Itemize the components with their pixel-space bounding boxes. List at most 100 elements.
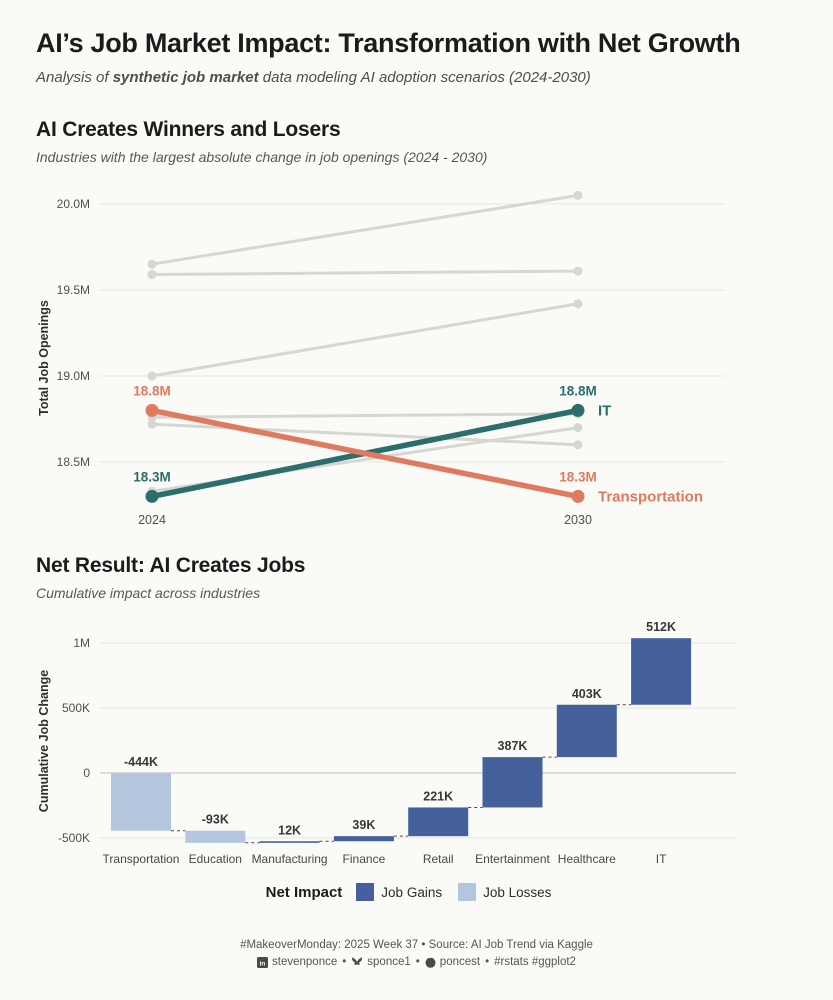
handle-text: poncest xyxy=(439,956,481,969)
x-tick-label-healthcare: Healthcare xyxy=(558,852,616,866)
y-tick-label: 0 xyxy=(83,766,90,780)
y-tick-label: 20.0M xyxy=(57,197,90,211)
bar-value-label-it: 512K xyxy=(646,620,676,634)
y-tick-label: -500K xyxy=(58,831,90,845)
waterfall-y-axis-label: Cumulative Job Change xyxy=(37,670,51,812)
handle-text: sponce1 xyxy=(367,956,411,969)
series-point-background-industry-6-2030 xyxy=(573,423,583,433)
footer-separator: • xyxy=(485,956,490,969)
job-losses-swatch xyxy=(458,883,477,902)
waterfall-subheading: Cumulative impact across industries xyxy=(36,585,261,602)
series-point-it-2024 xyxy=(145,489,159,503)
bluesky-icon xyxy=(351,957,363,967)
series-point-background-industry-5-2024 xyxy=(147,419,157,429)
y-tick-label: 18.5M xyxy=(57,455,90,469)
value-label-it-2024: 18.3M xyxy=(133,469,171,484)
value-label-transportation-2030: 18.3M xyxy=(559,469,597,484)
series-point-background-industry-3-2024 xyxy=(147,371,157,381)
net-impact-legend: Net Impact Job Gains Job Losses xyxy=(36,883,797,902)
series-point-background-industry-1-2024 xyxy=(147,259,157,269)
slope-chart-svg: 20.0M 19.5M 19.0M 18.5M 2024 2030 Total Job Op… xyxy=(37,190,724,527)
series-line-background-industry-3 xyxy=(151,302,579,378)
bar-manufacturing xyxy=(259,841,320,843)
series-point-transportation-2030 xyxy=(571,489,585,503)
series-line-background-industry-4 xyxy=(151,412,579,419)
page-subtitle: Analysis of synthetic job market data mo… xyxy=(36,69,797,86)
series-name-label-transportation: Transportation xyxy=(598,488,703,505)
bar-finance xyxy=(333,836,394,842)
y-tick-label: 19.0M xyxy=(57,369,90,383)
bar-value-label-manufacturing: 12K xyxy=(278,823,301,837)
series-point-background-industry-2-2030 xyxy=(573,266,583,276)
x-tick-label-finance: Finance xyxy=(343,852,386,866)
footer-handle-sponce1: sponce1 xyxy=(351,956,411,969)
footer: #MakeoverMonday: 2025 Week 37 • Source: … xyxy=(36,939,797,968)
job-losses-label: Job Losses xyxy=(483,884,552,900)
bar-value-label-transportation: -444K xyxy=(124,755,158,769)
bar-education xyxy=(185,830,246,843)
footer-source-line: #MakeoverMonday: 2025 Week 37 • Source: … xyxy=(240,939,593,952)
bar-value-label-retail: 221K xyxy=(423,789,453,803)
subtitle-emphasis: synthetic job market xyxy=(112,69,259,87)
waterfall-heading: Net Result: AI Creates Jobs xyxy=(36,554,306,578)
x-tick-label-retail: Retail xyxy=(423,852,454,866)
x-tick-label-it: IT xyxy=(656,852,667,866)
bar-value-label-education: -93K xyxy=(202,813,229,827)
bar-transportation xyxy=(111,773,171,831)
series-line-background-industry-1 xyxy=(151,193,579,266)
page-title: AI’s Job Market Impact: Transformation w… xyxy=(36,28,741,58)
series-name-label-it: IT xyxy=(598,402,611,419)
x-tick-label-manufacturing: Manufacturing xyxy=(252,852,328,866)
waterfall-chart-svg: 1M 500K 0 -500K Cumulative Job Change -444K Tr… xyxy=(37,620,736,866)
bar-value-label-finance: 39K xyxy=(352,818,375,832)
x-tick-label-education: Education xyxy=(189,852,242,866)
x-tick-label-entertainment: Entertainment xyxy=(475,852,550,866)
bar-it xyxy=(631,638,692,705)
slope-subheading: Industries with the largest absolute cha… xyxy=(36,149,488,166)
series-point-transportation-2024 xyxy=(145,403,159,417)
series-point-it-2030 xyxy=(571,403,585,417)
svg-text:in: in xyxy=(260,960,266,967)
github-icon xyxy=(425,957,436,968)
footer-handle-stevenponce: in stevenponce xyxy=(257,956,337,968)
value-label-it-2030: 18.8M xyxy=(559,383,597,398)
handle-text: #rstats #ggplot2 xyxy=(494,956,576,969)
footer-handle-rstats-ggplot2: #rstats #ggplot2 xyxy=(494,956,576,968)
job-gains-label: Job Gains xyxy=(381,884,443,900)
series-line-transportation xyxy=(151,407,579,500)
bar-retail xyxy=(408,807,469,837)
slope-heading: AI Creates Winners and Losers xyxy=(36,118,341,142)
series-point-background-industry-1-2030 xyxy=(573,190,583,200)
y-tick-label: 500K xyxy=(62,701,90,715)
series-line-background-industry-5 xyxy=(151,422,579,447)
subtitle-prefix: Analysis of xyxy=(36,69,113,87)
waterfall-chart: 1M 500K 0 -500K Cumulative Job Change -444K Tr… xyxy=(36,619,797,871)
y-tick-label: 19.5M xyxy=(57,283,90,297)
slope-section: AI Creates Winners and Losers Industries… xyxy=(36,118,797,538)
x-tick-label-transportation: Transportation xyxy=(103,852,180,866)
job-gains-swatch xyxy=(356,883,375,902)
series-point-background-industry-2-2024 xyxy=(147,270,157,280)
x-tick-label-2030: 2030 xyxy=(564,513,592,527)
footer-handle-poncest: poncest xyxy=(425,956,480,968)
subtitle-suffix: data modeling AI adoption scenarios (202… xyxy=(258,69,591,87)
linkedin-icon: in xyxy=(257,956,269,968)
bar-entertainment xyxy=(482,757,543,808)
footer-separator: • xyxy=(342,956,347,969)
series-line-background-industry-2 xyxy=(151,269,579,277)
series-point-background-industry-3-2030 xyxy=(573,299,583,309)
value-label-transportation-2024: 18.8M xyxy=(133,383,171,398)
bar-value-label-entertainment: 387K xyxy=(498,739,528,753)
footer-handles: in stevenponce • sponce1 • poncest • #rstats #g… xyxy=(36,956,797,968)
bar-value-label-healthcare: 403K xyxy=(572,687,602,701)
footer-separator: • xyxy=(415,956,420,969)
series-point-background-industry-5-2030 xyxy=(573,440,583,450)
bar-healthcare xyxy=(556,704,617,758)
slope-chart: 20.0M 19.5M 19.0M 18.5M 2024 2030 Total Job Op… xyxy=(36,183,797,538)
slope-y-axis-label: Total Job Openings xyxy=(37,300,51,416)
x-tick-label-2024: 2024 xyxy=(138,513,166,527)
handle-text: stevenponce xyxy=(272,956,338,969)
y-tick-label: 1M xyxy=(73,636,90,650)
waterfall-section: Net Result: AI Creates Jobs Cumulative i… xyxy=(36,554,797,902)
